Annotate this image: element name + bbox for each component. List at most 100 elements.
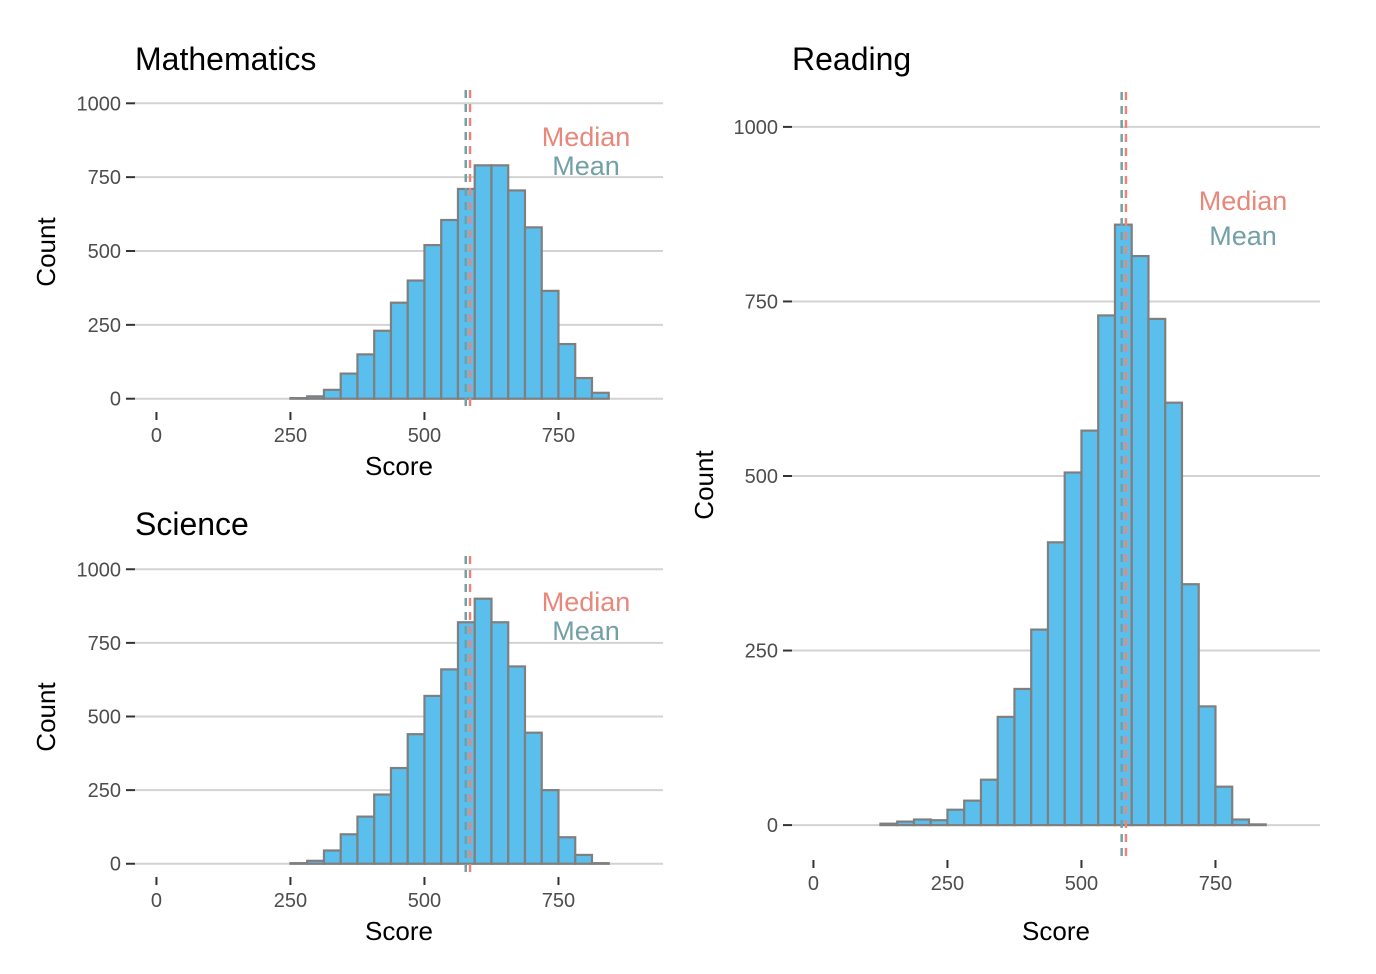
histogram-bar [557, 836, 577, 865]
histogram-bar [339, 372, 359, 400]
y-tick-label: 250 [745, 641, 778, 663]
histogram-bar [1197, 705, 1217, 827]
histogram-bar [1030, 628, 1050, 827]
histogram-bar [574, 853, 594, 865]
histogram-bar [1231, 818, 1251, 827]
histogram-bar [423, 694, 443, 865]
histogram-bar [356, 815, 376, 865]
panel-title: Science [135, 506, 249, 542]
histogram-bar [373, 793, 393, 865]
histogram-bar [423, 243, 443, 400]
y-axis-label: Count [31, 217, 61, 287]
x-tick-label: 500 [408, 890, 441, 912]
panel-title: Reading [792, 41, 911, 77]
y-tick-label: 0 [110, 854, 121, 876]
panel-title: Mathematics [135, 41, 316, 77]
histogram-bar [306, 395, 326, 400]
histogram-bar [590, 862, 610, 865]
histogram-bar [540, 789, 560, 865]
reading-panel: Reading Score Count 0 250 500 750 1000 0 250 50… [689, 41, 1320, 946]
histogram-bar [306, 859, 326, 865]
histogram-bar [1214, 785, 1234, 827]
y-axis-label: Count [31, 682, 61, 752]
histogram-bar [473, 164, 493, 400]
x-tick-label: 750 [542, 890, 575, 912]
histogram-bar [289, 397, 309, 400]
y-tick-label: 0 [767, 815, 778, 837]
histogram-bar [406, 733, 426, 865]
histogram-bar [879, 822, 899, 827]
mathematics-panel: Mathematics Score Count 0 250 500 750 1000 0 2… [31, 41, 663, 481]
x-axis-label: Score [1022, 916, 1090, 946]
histogram-bar [590, 391, 610, 400]
histogram-bar [490, 164, 510, 400]
y-tick-label: 500 [745, 466, 778, 488]
x-axis-label: Score [365, 916, 433, 946]
legend-mean: Mean [552, 616, 620, 646]
histogram-bar [389, 766, 409, 865]
x-tick-label: 0 [151, 425, 162, 447]
histogram-bar [523, 731, 543, 865]
histogram-bar [996, 715, 1016, 827]
histogram-bar [1130, 254, 1150, 827]
histogram-bar [1013, 687, 1033, 827]
y-tick-label: 750 [88, 633, 121, 655]
x-tick-label: 500 [408, 425, 441, 447]
histogram-bar [574, 376, 594, 400]
y-tick-label: 500 [88, 707, 121, 729]
histogram-bar [929, 819, 949, 827]
histogram-bar [356, 353, 376, 400]
legend-median: Median [1199, 186, 1288, 216]
histogram-bar [507, 665, 527, 865]
legend-median: Median [542, 122, 631, 152]
x-tick-label: 250 [274, 425, 307, 447]
y-tick-label: 250 [88, 315, 121, 337]
histogram-bar [440, 218, 460, 400]
y-tick-label: 1000 [734, 117, 779, 139]
histogram-bar [322, 849, 342, 865]
histogram-bar [440, 668, 460, 865]
histogram-bar [289, 862, 309, 865]
histogram-bar [946, 808, 966, 827]
y-tick-label: 250 [88, 780, 121, 802]
legend-median: Median [542, 587, 631, 617]
histogram-bar [1063, 471, 1083, 827]
y-tick-label: 1000 [77, 93, 122, 115]
histogram-bar [979, 778, 999, 827]
histogram-bar [490, 621, 510, 865]
histogram-bar [912, 818, 932, 827]
x-tick-label: 0 [151, 890, 162, 912]
histogram-bar [406, 279, 426, 400]
histogram-bar [963, 799, 983, 827]
histogram-bar [1046, 541, 1066, 827]
histogram-bar [1247, 823, 1267, 827]
legend-mean: Mean [552, 151, 620, 181]
histogram-bar [557, 342, 577, 400]
histogram-bar [473, 597, 493, 865]
histogram-bar [507, 189, 527, 400]
histogram-bar [1180, 583, 1200, 827]
histogram-bar [1147, 317, 1167, 827]
x-tick-label: 750 [1199, 873, 1232, 895]
histogram-bar [322, 388, 342, 400]
science-panel: Science Score Count 0 250 500 750 1000 0 250 50… [31, 506, 663, 946]
x-tick-label: 250 [931, 873, 964, 895]
x-tick-label: 500 [1065, 873, 1098, 895]
histogram-bar [1097, 314, 1117, 827]
histogram-bar [1113, 223, 1133, 827]
x-tick-label: 750 [542, 425, 575, 447]
histogram-bar [523, 226, 543, 400]
x-tick-label: 0 [808, 873, 819, 895]
y-tick-label: 500 [88, 241, 121, 263]
y-tick-label: 1000 [77, 559, 122, 581]
legend-mean: Mean [1209, 221, 1277, 251]
x-axis-label: Score [365, 451, 433, 481]
histogram-bar [1164, 401, 1184, 827]
histogram-bar [339, 833, 359, 865]
histogram-bar [896, 820, 916, 827]
histogram-bar [540, 289, 560, 400]
histogram-bar [373, 329, 393, 400]
y-tick-label: 750 [88, 167, 121, 189]
histogram-bar [1080, 429, 1100, 827]
